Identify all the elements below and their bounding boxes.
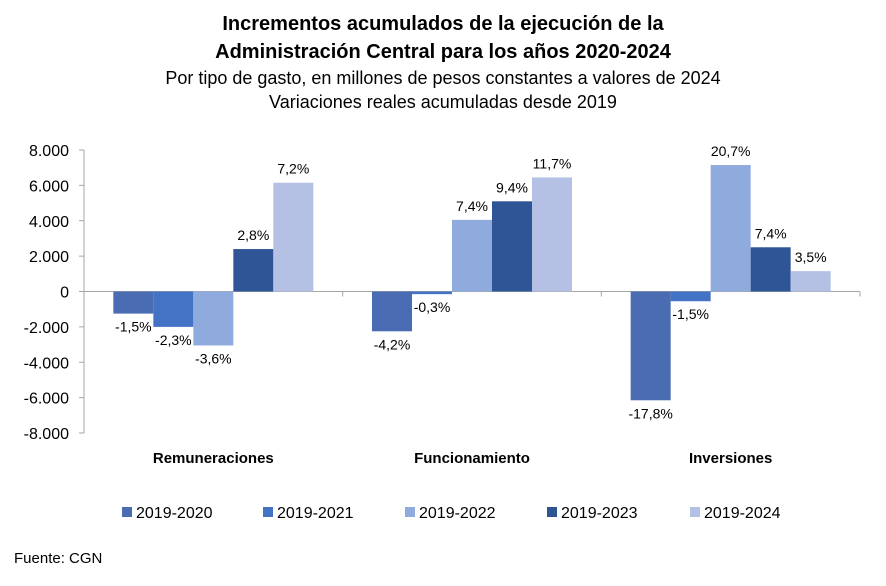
data-label: 9,4% <box>496 179 528 195</box>
y-tick-label: 0 <box>60 285 69 302</box>
bar-2019-2022-Funcionamiento <box>452 219 492 292</box>
category-label: Funcionamiento <box>414 450 530 467</box>
chart-title-line2: Administración Central para los años 202… <box>215 41 671 63</box>
chart-category-labels: Remuneraciones Funcionamiento Inversiones <box>153 450 772 467</box>
bar-2019-2024-Funcionamiento <box>532 177 572 292</box>
chart-title: Incrementos acumulados de la ejecución d… <box>0 10 886 66</box>
legend-swatch <box>405 507 415 517</box>
y-tick-label: -6.000 <box>24 391 69 408</box>
bar-2019-2022-Remuneraciones <box>193 291 234 346</box>
y-tick-label: 2.000 <box>29 249 69 266</box>
bar-2019-2021-Funcionamiento <box>412 291 452 295</box>
data-label: 3,5% <box>795 249 827 265</box>
y-tick-label: 4.000 <box>29 214 69 231</box>
legend-swatch <box>122 507 132 517</box>
chart-title-line1: Incrementos acumulados de la ejecución d… <box>222 13 664 35</box>
data-label: 11,7% <box>533 155 572 171</box>
chart-subtitle: Por tipo de gasto, en millones de pesos … <box>0 66 886 114</box>
legend-entry: 2019-2020 <box>136 505 213 522</box>
chart-bars <box>113 165 831 401</box>
bar-2019-2021-Inversiones <box>670 291 711 302</box>
bar-2019-2023-Remuneraciones <box>233 249 274 292</box>
data-label: -1,5% <box>672 306 709 322</box>
data-label: 7,4% <box>456 198 488 214</box>
legend-entry: 2019-2022 <box>419 505 496 522</box>
bar-2019-2022-Inversiones <box>710 165 751 292</box>
chart-legend: 2019-2020 2019-2021 2019-2022 2019-2023 2019… <box>122 505 781 522</box>
data-label: 7,4% <box>755 225 787 241</box>
bar-2019-2023-Inversiones <box>750 247 791 292</box>
data-label: -1,5% <box>115 319 152 335</box>
data-label: -2,3% <box>155 332 192 348</box>
source-note: Fuente: CGN <box>14 550 103 567</box>
legend-entry: 2019-2023 <box>561 505 638 522</box>
data-label: -3,6% <box>195 350 232 366</box>
legend-entry: 2019-2024 <box>704 505 781 522</box>
bar-2019-2020-Remuneraciones <box>113 291 154 314</box>
data-label: -17,8% <box>628 405 672 421</box>
data-label: 20,7% <box>711 143 751 159</box>
chart-subtitle-line1: Por tipo de gasto, en millones de pesos … <box>165 68 721 88</box>
chart-subtitle-line2: Variaciones reales acumuladas desde 2019 <box>269 92 617 112</box>
bar-2019-2023-Funcionamiento <box>492 201 532 292</box>
data-label: -0,3% <box>414 299 451 315</box>
legend-swatch <box>263 507 273 517</box>
data-label: 7,2% <box>277 161 309 177</box>
bar-2019-2020-Funcionamiento <box>372 291 412 332</box>
bar-2019-2020-Inversiones <box>630 291 671 401</box>
bar-2019-2024-Remuneraciones <box>273 182 314 292</box>
legend-entry: 2019-2021 <box>277 505 354 522</box>
y-tick-label: -8.000 <box>24 426 69 443</box>
category-label: Inversiones <box>689 450 772 467</box>
y-tick-label: 8.000 <box>29 143 69 160</box>
bar-2019-2021-Remuneraciones <box>153 291 194 327</box>
legend-swatch <box>690 507 700 517</box>
category-label: Remuneraciones <box>153 450 274 467</box>
data-label: 2,8% <box>237 227 269 243</box>
y-tick-label: -4.000 <box>24 355 69 372</box>
chart-data-labels: -1,5%-2,3%-3,6%2,8%7,2%-4,2%-0,3%7,4%9,4… <box>115 143 827 421</box>
bar-2019-2024-Inversiones <box>790 271 831 292</box>
data-label: -4,2% <box>374 336 411 352</box>
y-tick-label: -2.000 <box>24 320 69 337</box>
legend-swatch <box>547 507 557 517</box>
y-tick-label: 6.000 <box>29 178 69 195</box>
